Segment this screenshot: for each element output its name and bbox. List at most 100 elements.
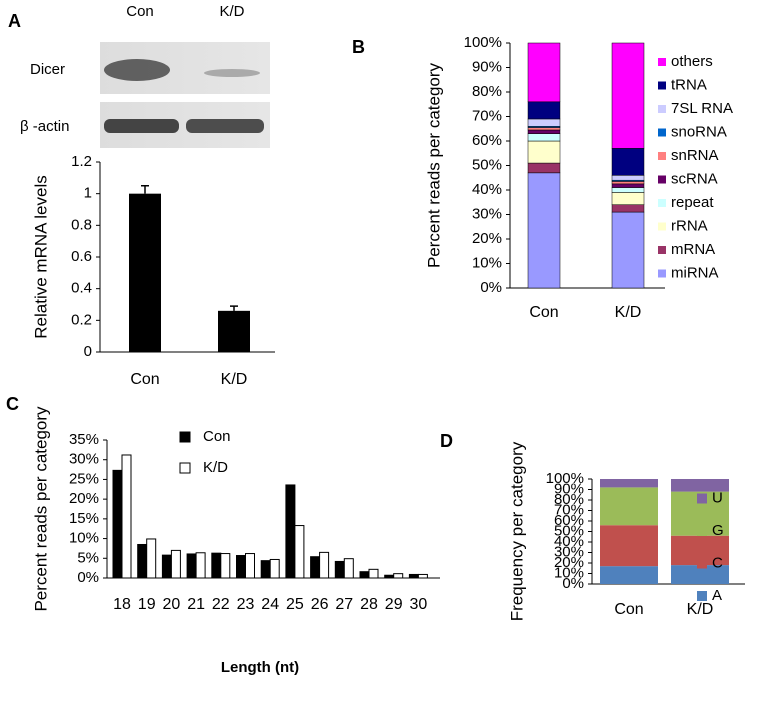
legend-swatch bbox=[658, 222, 666, 231]
bar-segment bbox=[527, 172, 561, 289]
blot-row: Dicer bbox=[30, 61, 65, 78]
band bbox=[186, 119, 264, 133]
legend-swatch bbox=[179, 462, 191, 474]
y-axis-label: Percent reads per category bbox=[31, 406, 50, 612]
y-tick-label: 70% bbox=[472, 107, 502, 124]
y-tick-label: 50% bbox=[554, 522, 584, 539]
bar bbox=[384, 574, 395, 579]
x-tick-label: 23 bbox=[237, 596, 255, 613]
legend-swatch bbox=[658, 246, 666, 254]
bar bbox=[260, 560, 271, 579]
legend-swatch bbox=[658, 152, 666, 160]
y-tick-label: 10% bbox=[472, 254, 502, 271]
y-tick-label: 0% bbox=[77, 569, 99, 586]
legend-label: scRNA bbox=[671, 170, 718, 187]
y-tick-label: 40% bbox=[472, 181, 502, 198]
bar bbox=[211, 552, 222, 579]
y-tick-label: 0.8 bbox=[71, 216, 92, 233]
y-tick-label: 0.6 bbox=[71, 248, 92, 265]
x-tick-label: 24 bbox=[261, 596, 279, 613]
legend-label: miRNA bbox=[671, 264, 719, 281]
x-tick-label: 18 bbox=[113, 596, 131, 613]
bar-segment bbox=[600, 487, 658, 526]
x-tick-label: 26 bbox=[311, 596, 329, 613]
y-tick-label: 30% bbox=[554, 543, 584, 560]
x-tick-label: Con bbox=[614, 601, 643, 618]
y-tick-label: 35% bbox=[69, 431, 99, 448]
bar bbox=[319, 551, 330, 579]
bar-segment bbox=[611, 192, 645, 205]
x-tick-label: Con bbox=[529, 304, 558, 321]
legend-label: U bbox=[712, 489, 723, 506]
legend-swatch bbox=[658, 128, 666, 137]
legend-label: K/D bbox=[203, 459, 228, 476]
y-tick-label: 20% bbox=[69, 490, 99, 507]
bar bbox=[368, 568, 379, 579]
bar bbox=[310, 556, 321, 579]
bar-segment bbox=[527, 133, 561, 142]
y-axis-label: Percent reads per category bbox=[424, 62, 443, 268]
y-tick-label: 0.2 bbox=[71, 311, 92, 328]
legend-label: others bbox=[671, 53, 713, 70]
x-tick-label: 21 bbox=[187, 596, 205, 613]
y-tick-label: 0% bbox=[480, 279, 502, 296]
y-tick-label: 30% bbox=[472, 205, 502, 222]
x-tick-label: K/D bbox=[687, 601, 714, 618]
y-tick-label: 80% bbox=[554, 491, 584, 508]
y-tick-label: 1 bbox=[84, 185, 92, 202]
legend-swatch bbox=[697, 558, 707, 569]
y-tick-label: 0% bbox=[562, 575, 584, 592]
legend-label: A bbox=[712, 587, 722, 604]
y-tick-label: 60% bbox=[472, 132, 502, 149]
legend-swatch bbox=[658, 175, 666, 184]
bar-segment bbox=[671, 479, 729, 492]
x-tick-label: K/D bbox=[221, 371, 248, 388]
y-tick-label: 70% bbox=[554, 501, 584, 518]
x-tick-label: 27 bbox=[335, 596, 353, 613]
bar bbox=[417, 573, 428, 579]
legend-label: C bbox=[712, 554, 723, 571]
legend-label: snoRNA bbox=[671, 123, 727, 140]
bar bbox=[294, 525, 305, 579]
bar-segment bbox=[611, 204, 645, 213]
bar bbox=[137, 543, 148, 579]
legend-swatch bbox=[179, 431, 191, 443]
y-tick-label: 100% bbox=[464, 34, 502, 51]
bar-segment bbox=[611, 181, 645, 185]
bar-segment bbox=[527, 162, 561, 174]
panel-label: B bbox=[352, 37, 365, 57]
blot-col: K/D bbox=[219, 3, 244, 20]
y-tick-label: 1.2 bbox=[71, 153, 92, 170]
bar-segment bbox=[611, 187, 645, 193]
bar-segment bbox=[527, 127, 561, 131]
bar bbox=[186, 553, 197, 579]
legend-label: repeat bbox=[671, 194, 714, 211]
error-bar bbox=[141, 185, 149, 194]
bar bbox=[220, 553, 231, 579]
y-tick-label: 30% bbox=[69, 451, 99, 468]
bar bbox=[359, 571, 370, 579]
blot-col: Con bbox=[126, 3, 154, 20]
x-tick-label: 29 bbox=[385, 596, 403, 613]
y-axis-label: Frequency per category bbox=[507, 441, 526, 621]
legend-label: Con bbox=[203, 428, 231, 445]
x-axis-label: Length (nt) bbox=[221, 659, 299, 676]
legend-swatch bbox=[697, 526, 707, 536]
y-tick-label: 40% bbox=[554, 533, 584, 550]
bar-segment bbox=[600, 566, 658, 584]
y-tick-label: 50% bbox=[472, 156, 502, 173]
legend-swatch bbox=[658, 81, 666, 90]
x-tick-label: 19 bbox=[138, 596, 156, 613]
y-tick-label: 20% bbox=[472, 230, 502, 247]
y-tick-label: 10% bbox=[69, 530, 99, 547]
x-tick-label: 20 bbox=[163, 596, 181, 613]
band bbox=[104, 59, 170, 81]
y-tick-label: 15% bbox=[69, 510, 99, 527]
y-tick-label: 90% bbox=[554, 480, 584, 497]
x-tick-label: 28 bbox=[360, 596, 378, 613]
legend-label: mRNA bbox=[671, 241, 715, 258]
bar bbox=[121, 454, 132, 579]
bar-segment bbox=[611, 42, 645, 149]
bar bbox=[170, 549, 181, 579]
